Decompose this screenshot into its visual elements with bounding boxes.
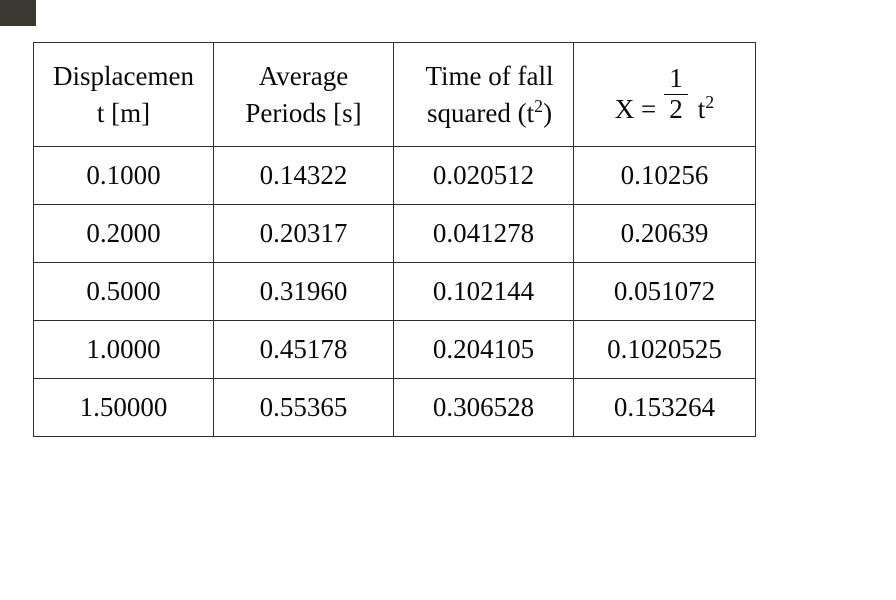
fraction-numerator: 1	[664, 64, 688, 95]
table-cell: 0.306528	[393, 378, 574, 437]
formula-x-equals: X =	[614, 93, 657, 124]
table-cell: 0.20639	[573, 204, 756, 263]
header-time-of-fall-squared: Time of fall squared (t2)	[393, 42, 574, 147]
table-cell: 0.020512	[393, 146, 574, 205]
table-cell: 0.1020525	[573, 320, 756, 379]
table-row: 0.5000 0.31960 0.102144 0.051072	[33, 262, 756, 321]
half-t-squared-formula: X = 1 2 t2	[615, 64, 714, 124]
table-cell: 0.10256	[573, 146, 756, 205]
table-cell: 0.45178	[213, 320, 394, 379]
header-line: Periods [s]	[245, 97, 362, 128]
header-line: Displacemen	[53, 60, 194, 91]
table-row: 1.50000 0.55365 0.306528 0.153264	[33, 378, 756, 437]
header-line: squared (t2)	[394, 95, 573, 132]
header-line: Average	[258, 60, 349, 91]
table-cell: 0.1000	[33, 146, 214, 205]
table-cell: 1.50000	[33, 378, 214, 437]
header-x-formula: X = 1 2 t2	[573, 42, 756, 147]
formula-t: t	[697, 93, 706, 124]
header-average-periods: Average Periods [s]	[213, 42, 394, 147]
table-cell: 0.041278	[393, 204, 574, 263]
table-cell: 0.102144	[393, 262, 574, 321]
header-displacement: Displacemen t [m]	[33, 42, 214, 147]
table-cell: 0.2000	[33, 204, 214, 263]
table-row: 0.1000 0.14322 0.020512 0.10256	[33, 146, 756, 205]
dark-corner-block	[0, 0, 36, 26]
table-cell: 0.55365	[213, 378, 394, 437]
header-line: t [m]	[96, 97, 151, 128]
superscript-2: 2	[705, 91, 715, 112]
table-row: 1.0000 0.45178 0.204105 0.1020525	[33, 320, 756, 379]
superscript-2: 2	[534, 95, 544, 116]
table-header-row: Displacemen t [m] Average Periods [s] Ti…	[33, 42, 756, 147]
data-table: Displacemen t [m] Average Periods [s] Ti…	[33, 42, 756, 437]
fraction-denominator: 2	[669, 93, 683, 124]
header-line: Time of fall	[425, 60, 554, 91]
table-cell: 0.31960	[213, 262, 394, 321]
table-row: 0.2000 0.20317 0.041278 0.20639	[33, 204, 756, 263]
header-text: squared (t	[426, 97, 535, 128]
table-cell: 0.20317	[213, 204, 394, 263]
table-cell: 0.204105	[393, 320, 574, 379]
table-cell: 0.051072	[573, 262, 756, 321]
table-cell: 0.14322	[213, 146, 394, 205]
header-text: )	[543, 97, 553, 128]
formula-t-squared: t2	[697, 91, 715, 125]
table-cell: 1.0000	[33, 320, 214, 379]
table-cell: 0.5000	[33, 262, 214, 321]
table-cell: 0.153264	[573, 378, 756, 437]
